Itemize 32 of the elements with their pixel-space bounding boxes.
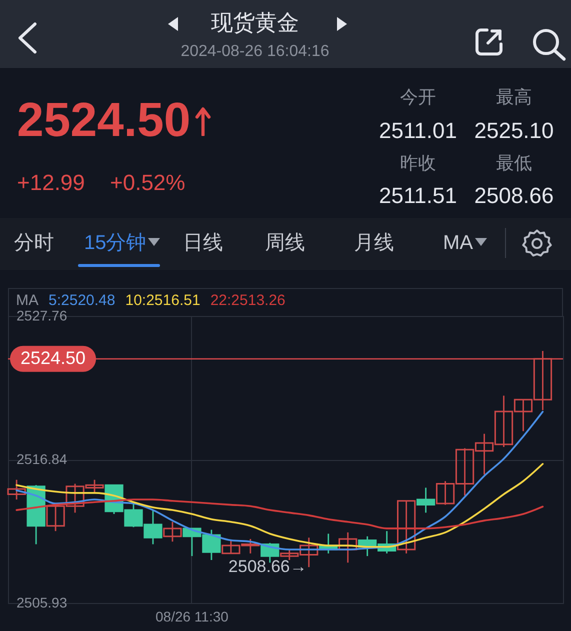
text: 分时 [14,231,54,255]
text: MA [443,231,473,255]
text: 现货黄金 [211,10,299,36]
text: 日线 [183,231,223,255]
text: 2508.66 [474,183,554,209]
text: 2524.50 [17,93,191,149]
text: 2511.01 [379,118,457,144]
ref-line-label: 2524.50 [20,348,86,368]
text: 最低 [496,152,532,174]
candlestick [163,521,182,542]
text: 22:2513.26 [210,292,286,310]
text: +0.52% [110,170,186,196]
annotation: 2508.66→ [228,557,307,576]
text: 5:2520.48 [48,292,116,310]
candlestick [416,487,436,514]
text: 2525.10 [474,118,554,144]
x-tick-label: 08/26 11:30 [156,608,229,624]
text: 2511.51 [379,183,457,209]
y-tick-label: 2527.76 [16,308,68,324]
text: 15分钟 [84,231,146,255]
text: 10:2516.51 [125,292,200,310]
legend-title: MA [16,292,38,310]
text: 最高 [496,86,532,108]
text: +12.99 [17,170,85,196]
text: 周线 [265,231,305,255]
candlestick [7,479,26,500]
text: 今开 [400,86,436,108]
y-tick-label: 2516.84 [16,451,68,468]
y-tick-label: 2505.93 [16,594,68,610]
text: 昨收 [400,152,436,174]
text: 2024-08-26 16:04:16 [180,42,330,62]
text: 月线 [354,231,394,255]
